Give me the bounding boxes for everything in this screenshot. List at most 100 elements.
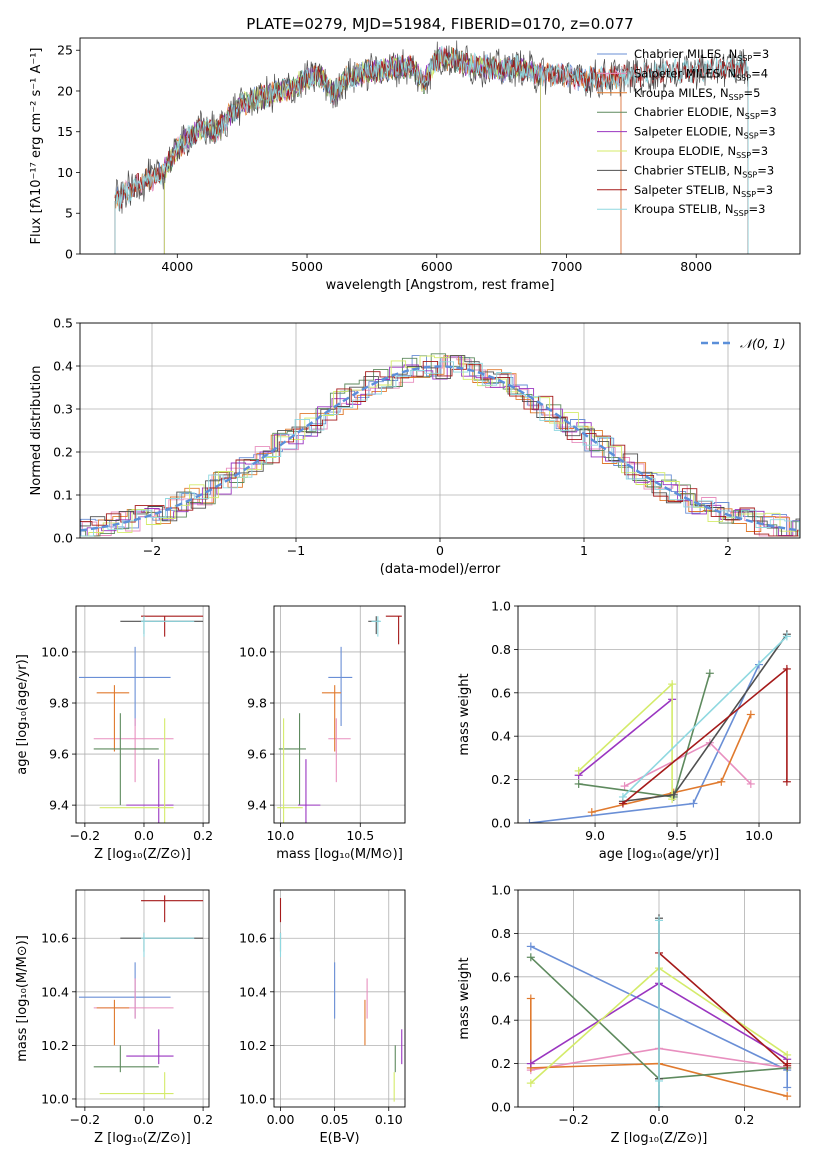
y-tick-label: 9.4 xyxy=(49,798,69,813)
series-point-marker xyxy=(782,632,791,641)
point-kroupa-miles xyxy=(321,685,342,752)
axes-frame xyxy=(75,605,210,824)
figure-title: PLATE=0279, MJD=51984, FIBERID=0170, z=0… xyxy=(246,15,633,33)
plot-area-age_vs_mass xyxy=(274,606,405,823)
x-axis-label: E(B-V) xyxy=(319,1131,359,1146)
y-tick-label: 10.4 xyxy=(239,984,267,999)
series-kroupa-elodie xyxy=(574,680,677,804)
point-kroupa-elodie xyxy=(99,1072,174,1099)
series-line xyxy=(578,698,673,776)
point-kroupa-miles xyxy=(96,999,130,1046)
y-tick-label: 0.0 xyxy=(491,1100,511,1115)
y-tick-label: 9.4 xyxy=(247,798,267,813)
plot-area-mass_vs_Z xyxy=(76,890,209,1107)
series-point-marker xyxy=(526,942,535,951)
x-tick-label: 2 xyxy=(724,543,732,558)
legend-label: 𝒩(0, 1) xyxy=(740,336,786,351)
y-tick-label: 10.2 xyxy=(239,1038,267,1053)
x-tick-label: 6000 xyxy=(421,259,453,274)
x-tick-label: 0.0 xyxy=(649,1112,669,1127)
point-salpeter-miles xyxy=(93,718,174,783)
axes-frame xyxy=(273,889,406,1108)
x-tick-label: 10.5 xyxy=(346,828,374,843)
series-line xyxy=(530,998,788,1097)
y-tick-label: 10.0 xyxy=(41,644,69,659)
series-point-marker xyxy=(574,779,583,788)
x-tick-label: 0.2 xyxy=(193,1112,213,1127)
axes-frame xyxy=(517,605,801,824)
series-point-marker xyxy=(668,680,677,689)
series-kroupa-miles xyxy=(526,994,792,1101)
x-axis-label: (data-model)/error xyxy=(380,562,501,577)
panel-mass_vs_ebv: 0.00 0.05 0.10 10.0 10.2 10.4 10.6 E(B-V) xyxy=(239,889,406,1146)
y-axis-label: Normed distribution xyxy=(29,366,44,496)
legend-label: Chabrier STELIB, NSSP=3 xyxy=(634,163,774,179)
y-tick-label: 10.0 xyxy=(239,1091,267,1106)
x-tick-label: 9.0 xyxy=(585,828,605,843)
series-line xyxy=(622,635,788,798)
series-point-marker xyxy=(525,819,534,823)
y-tick-label: 0.4 xyxy=(491,1013,511,1028)
y-axis-label: Flux [fλ10⁻¹⁷ erg cm⁻² s⁻¹ A⁻¹] xyxy=(29,48,44,245)
point-kroupa-miles xyxy=(96,685,130,752)
point-kroupa-stelib xyxy=(141,932,195,957)
y-tick-label: 9.6 xyxy=(247,747,267,762)
series-salpeter-stelib xyxy=(618,664,791,808)
panel-mass_vs_Z: −0.2 0.0 0.2 10.0 10.2 10.4 10.6 Z [log₁₀(Z/Z⊙)… xyxy=(15,889,213,1146)
series-point-marker xyxy=(655,1103,663,1107)
y-tick-label: 20 xyxy=(57,83,73,98)
x-tick-label: 8000 xyxy=(680,259,712,274)
y-tick-label: 0.4 xyxy=(53,359,73,374)
panel-mass_weight_vs_Z: −0.2 0.0 0.2 0.0 0.2 0.4 0.6 0.8 1.0 Z [log₁₀(Z/Z… xyxy=(457,883,801,1146)
histogram-kroupa-miles xyxy=(80,355,800,537)
point-salpeter-elodie xyxy=(126,759,174,823)
plot-area-mass_weight_vs_Z xyxy=(518,890,800,1107)
x-tick-label: 0.05 xyxy=(321,1112,349,1127)
y-tick-label: 1.0 xyxy=(491,883,511,898)
x-tick-label: −2 xyxy=(143,543,161,558)
y-tick-label: 9.6 xyxy=(49,747,69,762)
series-point-marker xyxy=(526,1079,535,1088)
series-point-marker xyxy=(668,795,677,804)
x-tick-label: 5000 xyxy=(291,259,323,274)
x-tick-label: 1 xyxy=(580,543,588,558)
histogram-chabrier-elodie xyxy=(80,353,800,537)
legend-entry: Kroupa ELODIE, NSSP=3 xyxy=(597,144,768,160)
legend-label: Chabrier ELODIE, NSSP=3 xyxy=(634,105,777,121)
axes-frame xyxy=(79,322,801,539)
series-point-marker xyxy=(782,777,791,786)
y-tick-label: 0.8 xyxy=(491,642,511,657)
series-point-marker xyxy=(746,710,755,719)
x-tick-label: 0.0 xyxy=(134,828,154,843)
series-point-marker xyxy=(717,777,726,786)
panel-age_vs_mass: 10.0 10.5 9.4 9.6 9.8 10.0 mass [log₁₀(M/M⊙)] xyxy=(239,605,406,862)
x-axis-label: mass [log₁₀(M/M⊙)] xyxy=(276,847,403,862)
series-kroupa-stelib xyxy=(618,632,791,801)
series-point-marker xyxy=(782,664,791,673)
point-salpeter-stelib xyxy=(385,615,402,645)
legend-entry: Chabrier MILES, NSSP=3 xyxy=(597,47,769,63)
y-axis-label: mass [log₁₀(M/M⊙)] xyxy=(15,935,30,1062)
y-axis-label: mass weight xyxy=(457,957,472,1039)
axes-frame xyxy=(79,37,801,255)
x-tick-label: 7000 xyxy=(551,259,583,274)
legend-label: Chabrier MILES, NSSP=3 xyxy=(634,47,769,63)
series-point-marker xyxy=(669,790,678,799)
panel-mass_weight_vs_age: 9.0 9.5 10.0 0.0 0.2 0.4 0.6 0.8 1.0 age [log₁₀(a… xyxy=(457,599,801,862)
series-point-marker xyxy=(783,1050,792,1059)
legend-entry: Chabrier STELIB, NSSP=3 xyxy=(597,163,774,179)
y-tick-label: 10.6 xyxy=(239,931,267,946)
x-tick-label: 4000 xyxy=(161,259,193,274)
x-tick-label: 10.0 xyxy=(266,828,294,843)
plot-area-residuals xyxy=(80,323,800,538)
point-chabrier-elodie xyxy=(93,713,159,806)
y-tick-label: 9.8 xyxy=(247,696,267,711)
x-tick-label: −0.2 xyxy=(70,1112,100,1127)
axes-frame xyxy=(273,605,406,824)
histogram-kroupa-elodie xyxy=(80,355,800,537)
point-salpeter-stelib xyxy=(141,615,204,637)
series-point-marker xyxy=(574,766,583,775)
y-tick-label: 10.6 xyxy=(41,931,69,946)
y-tick-label: 10.0 xyxy=(41,1091,69,1106)
series-point-marker xyxy=(526,953,535,962)
